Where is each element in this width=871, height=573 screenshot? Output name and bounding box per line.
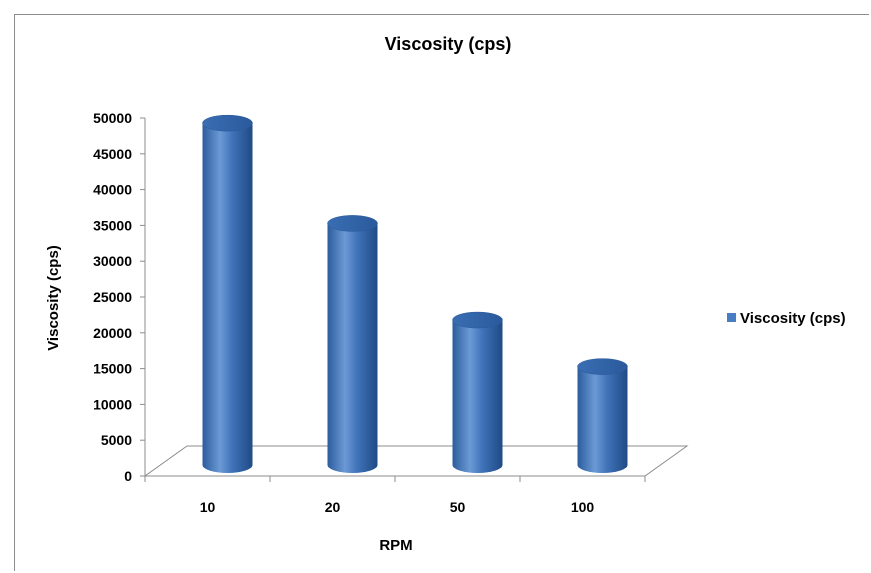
y-tick-label: 10000 bbox=[93, 396, 132, 412]
bar-cap bbox=[452, 311, 503, 329]
bar-body bbox=[452, 320, 503, 473]
bar-body bbox=[202, 123, 253, 473]
legend-swatch bbox=[727, 313, 736, 322]
bar-cap bbox=[327, 215, 378, 232]
bar bbox=[202, 114, 253, 473]
bar-cap bbox=[202, 114, 253, 132]
bar bbox=[452, 311, 503, 473]
y-tick-label: 20000 bbox=[93, 325, 132, 341]
bar-body bbox=[577, 366, 628, 473]
y-axis-title: Viscosity (cps) bbox=[45, 245, 62, 351]
y-tick-label: 40000 bbox=[93, 182, 132, 198]
bar-series bbox=[202, 114, 628, 473]
y-tick-label: 0 bbox=[124, 468, 132, 484]
y-tick-label: 30000 bbox=[93, 253, 132, 269]
bar bbox=[327, 215, 378, 473]
y-tick-label: 5000 bbox=[101, 432, 132, 448]
y-axis: 0 5000 10000 15000 20000 25000 30000 35000 40000… bbox=[93, 110, 146, 484]
legend: Viscosity (cps) bbox=[727, 310, 846, 327]
bar-body bbox=[327, 223, 378, 473]
y-tick-label: 50000 bbox=[93, 110, 132, 126]
chart-frame bbox=[14, 14, 869, 571]
y-tick-label: 35000 bbox=[93, 217, 132, 233]
x-tick-label: 20 bbox=[325, 499, 341, 515]
x-axis-title: RPM bbox=[379, 537, 412, 554]
chart-title: Viscosity (cps) bbox=[385, 34, 512, 54]
x-tick-label: 100 bbox=[571, 499, 595, 515]
x-tick-label: 10 bbox=[200, 499, 216, 515]
legend-label: Viscosity (cps) bbox=[740, 310, 846, 327]
bar-cap bbox=[577, 358, 628, 375]
bar bbox=[577, 358, 628, 473]
y-tick-label: 15000 bbox=[93, 361, 132, 377]
y-tick-label: 25000 bbox=[93, 289, 132, 305]
x-tick-label: 50 bbox=[450, 499, 466, 515]
x-axis: 10 20 50 100 bbox=[144, 475, 646, 515]
y-tick-label: 45000 bbox=[93, 146, 132, 162]
